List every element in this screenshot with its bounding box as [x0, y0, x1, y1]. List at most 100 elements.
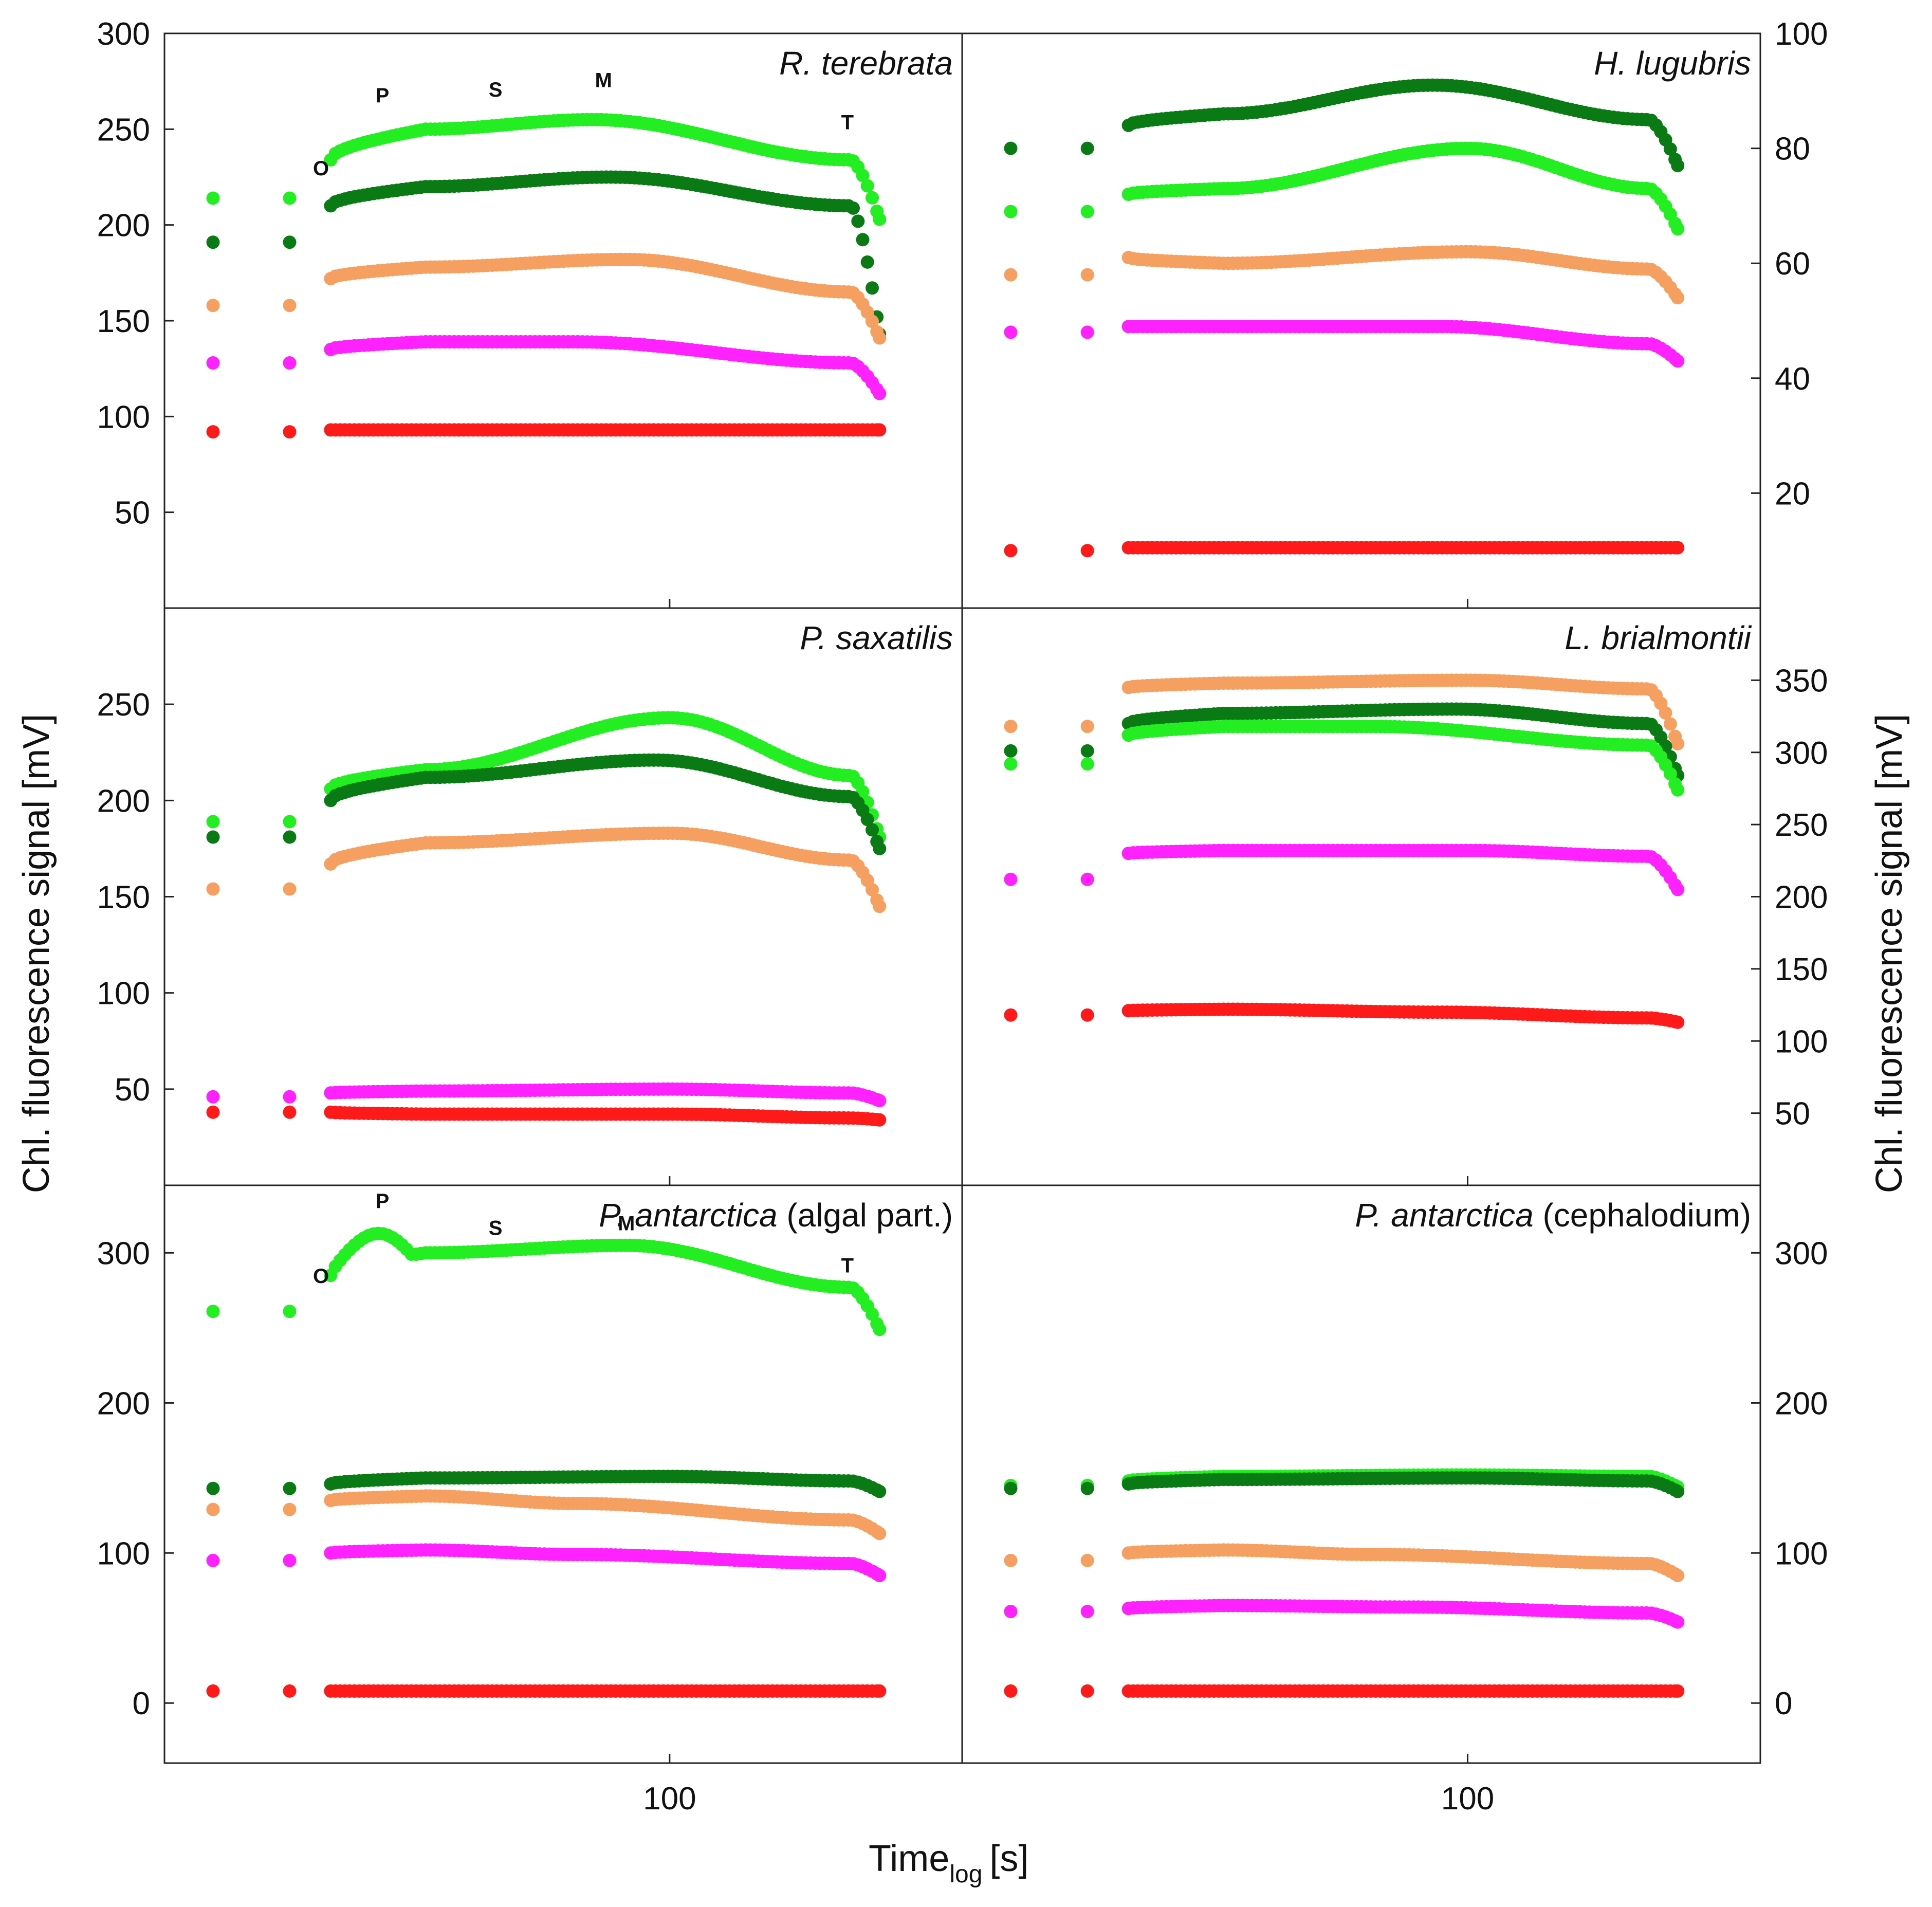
data-point: [283, 1090, 297, 1104]
y-tick-label: 200: [1775, 880, 1828, 915]
y-tick-label: 300: [97, 1236, 150, 1271]
data-point: [1671, 783, 1685, 797]
series-dark-green: [206, 1470, 887, 1498]
data-point: [206, 1105, 220, 1119]
panel-bottom-left: 0 100 200 300 O P S M T P. antarctica (algal part…: [97, 1190, 953, 1763]
data-point: [283, 425, 297, 439]
data-point: [873, 1484, 887, 1498]
series-light-green: [1004, 141, 1685, 236]
data-point: [1671, 354, 1685, 368]
data-point: [1080, 720, 1094, 734]
panel-middle-left: 50 100 150 200 250 P. saxatilis: [97, 619, 953, 1185]
x-tick-label: 100: [1441, 1781, 1494, 1817]
y-tick-label: 300: [1775, 1236, 1828, 1271]
data-point: [1671, 291, 1685, 305]
data-point: [1004, 544, 1018, 558]
series-red: [206, 1684, 887, 1698]
y-tick-label: 50: [115, 496, 150, 531]
data-point: [873, 212, 887, 226]
left-y-axis-title: Chl. fluorescence signal [mV]: [16, 714, 57, 1193]
data-point: [1671, 541, 1685, 555]
data-point: [866, 191, 879, 205]
data-point: [873, 1113, 887, 1127]
panel-middle-right: 50 100 150 200 250 300 350 L. brialmontii: [1004, 619, 1828, 1185]
data-point: [866, 883, 879, 896]
series-light-green: [206, 113, 887, 226]
data-point: [206, 191, 220, 205]
data-point: [856, 169, 870, 182]
y-tick-label: 300: [1775, 736, 1828, 771]
data-point: [1080, 1008, 1094, 1022]
y-tick-label: 100: [97, 1536, 150, 1571]
y-tick-label: 40: [1775, 361, 1810, 397]
data-point: [283, 1553, 297, 1567]
phase-marker-T: T: [841, 1254, 854, 1277]
data-point: [1004, 720, 1018, 734]
y-tick-label: 200: [97, 208, 150, 244]
data-point: [283, 882, 297, 896]
data-point: [856, 233, 870, 247]
panel-title-suffix: (cephalodium): [1534, 1197, 1751, 1234]
data-point: [860, 813, 874, 827]
data-point: [1080, 1684, 1094, 1698]
panel-title-species: H. lugubris: [1594, 45, 1751, 82]
data-point: [1080, 757, 1094, 771]
data-point: [1080, 325, 1094, 339]
panel-title-species: R. terebrata: [779, 45, 953, 82]
data-point: [1671, 883, 1685, 896]
data-point: [283, 191, 297, 205]
data-point: [283, 1481, 297, 1495]
panel-title: R. terebrata: [779, 45, 953, 82]
x-axis-title-main: Time: [869, 1838, 949, 1879]
data-point: [873, 900, 887, 913]
x-axis-title-unit: [s]: [989, 1838, 1028, 1879]
data-point: [206, 299, 220, 313]
series-magenta: [206, 1082, 887, 1108]
phase-marker-S: S: [489, 1217, 503, 1239]
panel-title-species: P. antarctica: [1355, 1197, 1533, 1234]
data-point: [283, 830, 297, 844]
data-point: [860, 179, 874, 193]
panel-title: H. lugubris: [1594, 45, 1751, 82]
data-point: [866, 315, 879, 328]
y-tick-label: 100: [1775, 1024, 1828, 1059]
data-point: [860, 255, 874, 269]
y-tick-label: 250: [97, 687, 150, 723]
phase-marker-P: P: [376, 1190, 390, 1213]
data-point: [283, 815, 297, 829]
panel-title-species: L. brialmontii: [1565, 619, 1752, 656]
data-point: [1663, 717, 1677, 731]
phase-marker-O: O: [313, 157, 329, 180]
phase-marker-T: T: [841, 111, 854, 134]
y-tick-label: 50: [1775, 1096, 1810, 1132]
data-point: [283, 1502, 297, 1516]
data-point: [1080, 744, 1094, 758]
data-point: [873, 423, 887, 437]
y-tick-label: 150: [97, 880, 150, 915]
series-dark-green: [206, 170, 887, 341]
series-light-green: [206, 711, 887, 844]
series-orange: [1004, 245, 1685, 305]
phase-marker-M: M: [618, 1213, 635, 1235]
data-point: [873, 1569, 887, 1583]
series-orange: [1004, 673, 1685, 750]
data-point: [283, 235, 297, 249]
series-magenta: [1004, 320, 1685, 368]
data-point: [1080, 141, 1094, 155]
data-point: [206, 1684, 220, 1698]
y-tick-label: 80: [1775, 132, 1810, 167]
data-point: [851, 214, 865, 228]
data-point: [283, 1684, 297, 1698]
data-point: [206, 425, 220, 439]
panel-top-left: 50 100 150 200 250 300 O P S M T R. terebrata: [97, 16, 953, 608]
series-dark-green: [1004, 1471, 1685, 1498]
y-tick-label: 300: [97, 16, 150, 52]
data-point: [866, 281, 879, 295]
data-point: [206, 1481, 220, 1495]
series-red: [1004, 1684, 1685, 1698]
data-point: [1004, 1605, 1018, 1619]
data-point: [873, 1684, 887, 1698]
data-point: [283, 1305, 297, 1318]
phase-marker-S: S: [489, 79, 503, 101]
